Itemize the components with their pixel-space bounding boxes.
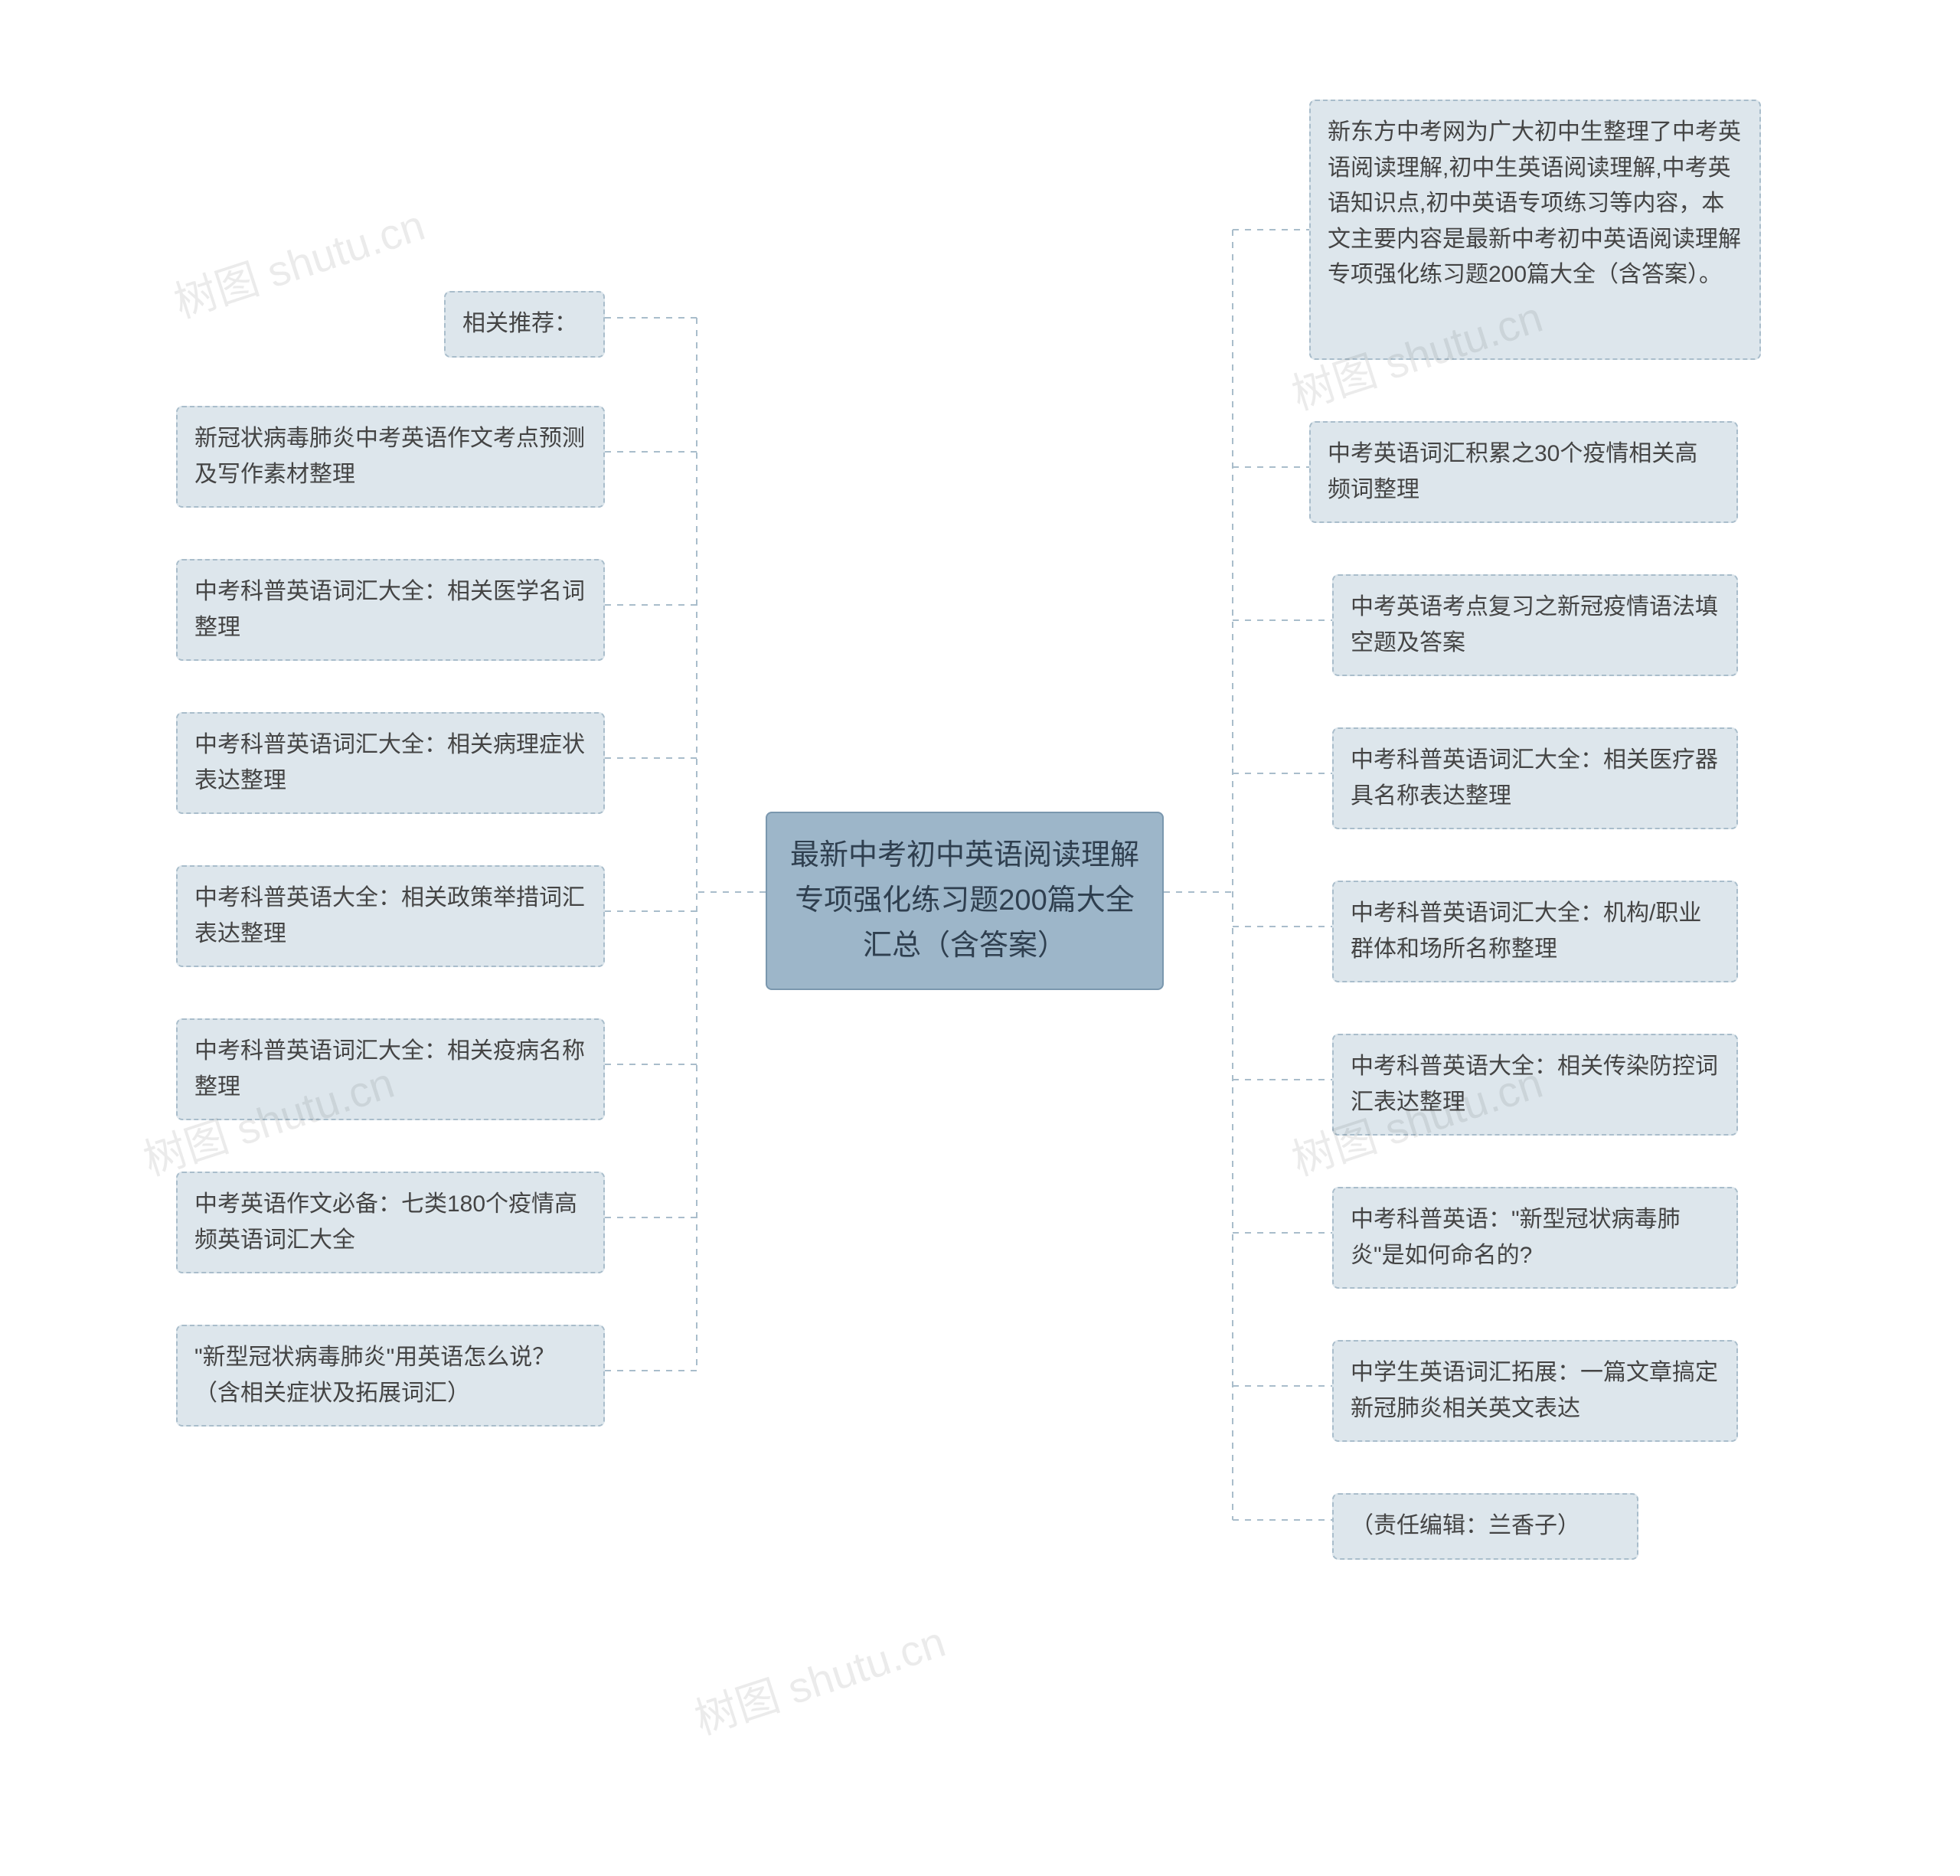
right-node-1[interactable]: 中考英语词汇积累之30个疫情相关高频词整理	[1309, 421, 1738, 523]
right-node-7[interactable]: 中学生英语词汇拓展：一篇文章搞定新冠肺炎相关英文表达	[1332, 1340, 1738, 1442]
watermark: 树图 shutu.cn	[165, 191, 432, 331]
mindmap-canvas: 最新中考初中英语阅读理解专项强化练习题200篇大全汇总（含答案） 相关推荐： 新冠状…	[0, 0, 1960, 1876]
center-node[interactable]: 最新中考初中英语阅读理解专项强化练习题200篇大全汇总（含答案）	[766, 812, 1164, 990]
right-node-6[interactable]: 中考科普英语："新型冠状病毒肺炎"是如何命名的?	[1332, 1187, 1738, 1289]
right-node-2[interactable]: 中考英语考点复习之新冠疫情语法填空题及答案	[1332, 574, 1738, 676]
right-node-3[interactable]: 中考科普英语词汇大全：相关医疗器具名称表达整理	[1332, 727, 1738, 829]
left-node-2[interactable]: 中考科普英语词汇大全：相关医学名词整理	[176, 559, 605, 661]
left-node-7[interactable]: "新型冠状病毒肺炎"用英语怎么说？（含相关症状及拓展词汇）	[176, 1325, 605, 1427]
left-node-1[interactable]: 新冠状病毒肺炎中考英语作文考点预测及写作素材整理	[176, 406, 605, 508]
right-node-4[interactable]: 中考科普英语词汇大全：机构/职业群体和场所名称整理	[1332, 881, 1738, 982]
right-node-0[interactable]: 新东方中考网为广大初中生整理了中考英语阅读理解,初中生英语阅读理解,中考英语知识…	[1309, 100, 1761, 360]
left-node-6[interactable]: 中考英语作文必备：七类180个疫情高频英语词汇大全	[176, 1172, 605, 1273]
left-node-0[interactable]: 相关推荐：	[444, 291, 605, 358]
right-node-5[interactable]: 中考科普英语大全：相关传染防控词汇表达整理	[1332, 1034, 1738, 1136]
watermark: 树图 shutu.cn	[686, 1608, 952, 1747]
right-node-8[interactable]: （责任编辑：兰香子）	[1332, 1493, 1638, 1560]
left-node-3[interactable]: 中考科普英语词汇大全：相关病理症状表达整理	[176, 712, 605, 814]
left-node-5[interactable]: 中考科普英语词汇大全：相关疫病名称整理	[176, 1018, 605, 1120]
left-node-4[interactable]: 中考科普英语大全：相关政策举措词汇表达整理	[176, 865, 605, 967]
